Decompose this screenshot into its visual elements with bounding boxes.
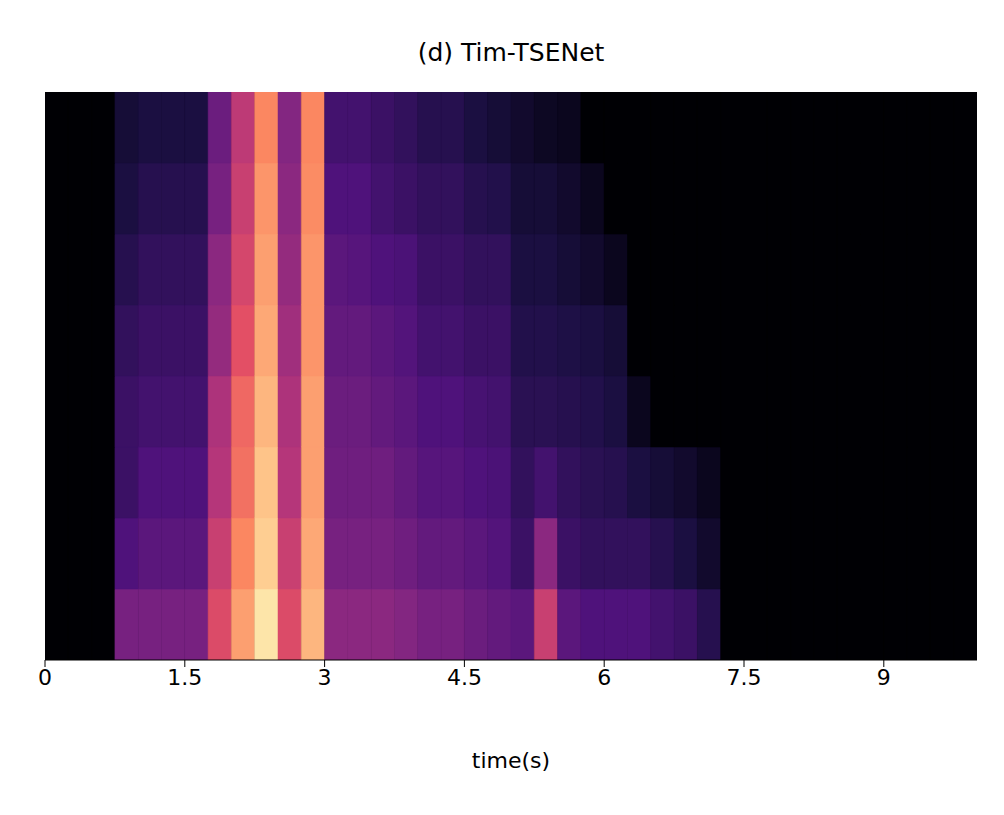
svg-text:9: 9 [877, 665, 891, 690]
svg-text:1.5: 1.5 [167, 665, 202, 690]
svg-text:time(s): time(s) [472, 748, 550, 773]
html-text:(d) Tim-TSENet: (d) Tim-TSENet [417, 38, 605, 67]
svg-text:6: 6 [597, 665, 611, 690]
svg-text:3: 3 [318, 665, 332, 690]
svg-text:0: 0 [38, 665, 52, 690]
svg-text:4.5: 4.5 [447, 665, 482, 690]
svg-text:7.5: 7.5 [727, 665, 762, 690]
